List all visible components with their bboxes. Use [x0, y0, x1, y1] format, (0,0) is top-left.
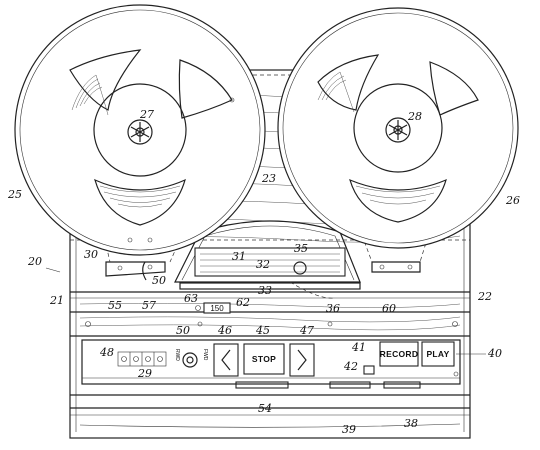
ref-left-spindle: 27 — [139, 108, 154, 121]
tiny-label-rwd: RWD — [174, 349, 180, 361]
ref-right-spindle: 28 — [407, 110, 422, 123]
ref-system: 20 — [27, 255, 42, 268]
guide-bar — [179, 282, 361, 290]
ref-record-lamp: 42 — [343, 360, 358, 373]
ref-body: 21 — [49, 294, 64, 307]
screw — [453, 371, 459, 377]
slot-38 — [383, 381, 421, 389]
slot-54 — [235, 381, 289, 389]
ref-lower-bar: 38 — [404, 417, 418, 430]
control-panel: RWD FWD STOP RECORD PLAY — [81, 339, 461, 385]
slot-39 — [329, 381, 371, 389]
ref-left-reel: 25 — [7, 188, 22, 201]
head-cover — [194, 247, 346, 277]
record-lamp — [363, 365, 375, 375]
screw — [197, 321, 203, 327]
tiny-label-fwd: FWD — [202, 349, 208, 361]
reference-numerals: 20 21 22 23 25 26 27 28 29 30 31 32 33 3… — [7, 108, 520, 436]
ref-knob-b: 50 — [152, 274, 166, 287]
ref-counter: 62 — [236, 296, 250, 309]
ref-capstan: 35 — [294, 242, 308, 255]
ref-rewind: 46 — [217, 324, 232, 337]
volume-knob[interactable] — [182, 352, 198, 368]
stop-label: STOP — [252, 354, 276, 364]
ref-head-cover-b: 32 — [256, 258, 270, 271]
ref-post: 57 — [142, 299, 156, 312]
ref-guide-right: 60 — [382, 302, 396, 315]
play-label: PLAY — [426, 349, 449, 359]
screw — [85, 321, 91, 327]
ref-stop: 45 — [255, 324, 270, 337]
left-reel-tape — [71, 74, 181, 208]
screw — [452, 321, 458, 327]
head-assembly — [174, 220, 361, 299]
ref-slot: 54 — [258, 402, 272, 415]
ref-base: 39 — [342, 423, 356, 436]
ref-arm: 36 — [326, 302, 340, 315]
record-button[interactable]: RECORD — [379, 341, 419, 367]
play-button[interactable]: PLAY — [421, 341, 455, 367]
tape-counter: 150 — [195, 302, 231, 314]
ref-guide: 30 — [84, 248, 98, 261]
ref-forward: 47 — [299, 324, 314, 337]
ref-selector: 48 — [99, 346, 114, 359]
ref-deck: 23 — [261, 172, 276, 185]
left-post — [142, 261, 147, 281]
right-reel-tape — [317, 71, 441, 205]
ref-knob: 50 — [176, 324, 190, 337]
ref-play: 40 — [487, 347, 502, 360]
counter-reset-knob[interactable] — [195, 305, 201, 311]
forward-button[interactable] — [289, 343, 315, 377]
screw — [327, 321, 333, 327]
rewind-button[interactable] — [213, 343, 239, 377]
ref-record: 41 — [351, 341, 366, 354]
ref-head-cover: 31 — [232, 250, 246, 263]
counter-readout: 150 — [210, 304, 224, 313]
ref-right-reel: 26 — [505, 194, 520, 207]
plate-grain — [79, 303, 461, 331]
stop-button[interactable]: STOP — [243, 343, 285, 375]
ref-bar: 33 — [258, 284, 272, 297]
tape-guides — [105, 261, 421, 281]
ref-plate: 22 — [477, 290, 492, 303]
left-reel[interactable] — [14, 4, 266, 256]
record-label: RECORD — [380, 349, 419, 359]
left-guide — [105, 261, 166, 277]
selector-dial[interactable] — [117, 351, 167, 367]
ref-guide-left: 55 — [108, 299, 122, 312]
ref-dial: 29 — [137, 367, 152, 380]
ref-counter-reset: 63 — [184, 292, 198, 305]
capstan — [293, 261, 307, 275]
right-guide — [371, 261, 421, 273]
right-reel[interactable] — [277, 7, 519, 249]
